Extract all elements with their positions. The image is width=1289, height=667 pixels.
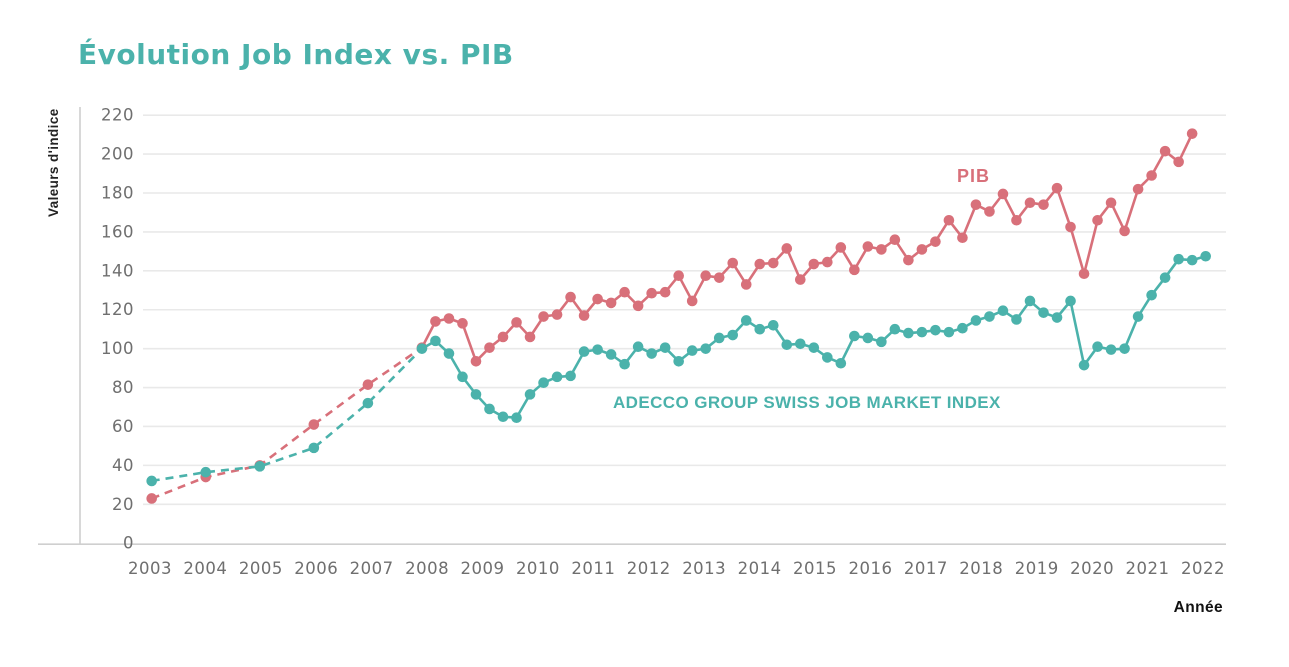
svg-text:2003: 2003 — [128, 559, 172, 578]
svg-text:2022: 2022 — [1181, 559, 1225, 578]
y-axis-title: Valeurs d'indice — [46, 108, 61, 217]
svg-text:140: 140 — [101, 261, 134, 280]
svg-text:2004: 2004 — [183, 559, 227, 578]
svg-text:2013: 2013 — [682, 559, 726, 578]
svg-text:2020: 2020 — [1070, 559, 1114, 578]
svg-text:2021: 2021 — [1126, 559, 1170, 578]
svg-text:160: 160 — [101, 222, 134, 241]
svg-text:0: 0 — [123, 534, 134, 553]
svg-text:80: 80 — [112, 378, 134, 397]
svg-text:200: 200 — [101, 145, 134, 164]
svg-text:220: 220 — [101, 106, 134, 125]
svg-text:2011: 2011 — [571, 559, 615, 578]
x-axis-title: Année — [1173, 599, 1223, 616]
svg-text:2014: 2014 — [738, 559, 782, 578]
svg-text:2006: 2006 — [294, 559, 338, 578]
svg-text:120: 120 — [101, 300, 134, 319]
svg-text:2017: 2017 — [904, 559, 948, 578]
series-label-adecco: ADECCO GROUP SWISS JOB MARKET INDEX — [613, 393, 1001, 412]
svg-text:2015: 2015 — [793, 559, 837, 578]
svg-text:2009: 2009 — [461, 559, 505, 578]
svg-text:2008: 2008 — [405, 559, 449, 578]
chart-title: Évolution Job Index vs. PIB — [78, 38, 514, 71]
svg-text:100: 100 — [101, 339, 134, 358]
svg-text:20: 20 — [112, 495, 134, 514]
svg-text:2019: 2019 — [1015, 559, 1059, 578]
svg-text:2007: 2007 — [350, 559, 394, 578]
svg-text:40: 40 — [112, 456, 134, 475]
svg-text:60: 60 — [112, 417, 134, 436]
svg-text:2016: 2016 — [848, 559, 892, 578]
svg-text:2010: 2010 — [516, 559, 560, 578]
series-label-pib: PIB — [957, 166, 991, 186]
svg-text:2012: 2012 — [627, 559, 671, 578]
svg-text:2005: 2005 — [239, 559, 283, 578]
svg-text:2018: 2018 — [959, 559, 1003, 578]
svg-text:180: 180 — [101, 184, 134, 203]
